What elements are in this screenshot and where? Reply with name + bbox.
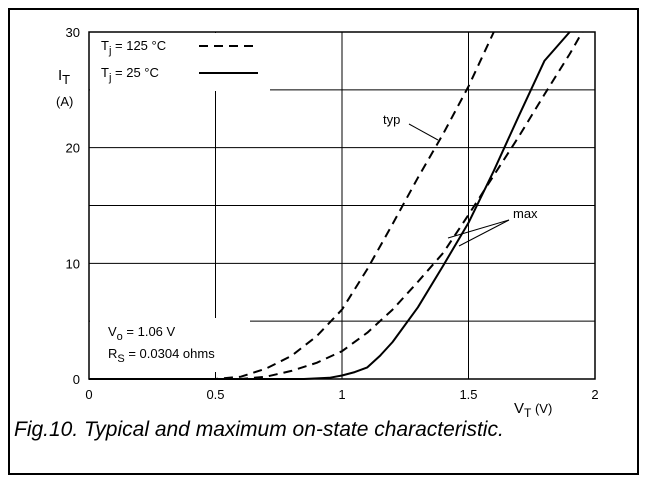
max-pointer-dashed bbox=[447, 219, 510, 239]
series-line bbox=[89, 31, 584, 380]
legend-label: Tj = 125 °C bbox=[101, 38, 166, 57]
figure-caption: Fig.10. Typical and maximum on-state cha… bbox=[14, 418, 504, 441]
typ-pointer bbox=[408, 123, 439, 141]
legend-label: Tj = 25 °C bbox=[101, 65, 159, 84]
y-tick-label: 0 bbox=[73, 372, 80, 387]
x-tick-label: 1 bbox=[338, 387, 345, 402]
figure-frame bbox=[8, 8, 639, 475]
x-tick-label: 1.5 bbox=[459, 387, 477, 402]
x-tick-label: 0.5 bbox=[206, 387, 224, 402]
y-axis-unit: (A) bbox=[56, 94, 73, 109]
legend-box bbox=[90, 33, 270, 91]
series-line bbox=[89, 31, 495, 380]
parameters-box bbox=[90, 318, 250, 372]
max-annotation: max bbox=[513, 206, 538, 221]
max-pointer-solid bbox=[458, 219, 510, 247]
max-label-backing bbox=[509, 206, 543, 222]
typ-annotation: typ bbox=[383, 112, 400, 127]
plot-area-border bbox=[88, 31, 596, 380]
y-tick-label: 10 bbox=[66, 256, 80, 271]
y-tick-label: 20 bbox=[66, 141, 80, 156]
x-tick-label: 2 bbox=[591, 387, 598, 402]
x-tick-label: 0 bbox=[85, 387, 92, 402]
overlay-group: Tj = 125 °C Tj = 25 °C Vo = 1.06 V RS = 0.0… bbox=[90, 33, 543, 372]
x-axis-label: VT (V) bbox=[514, 400, 552, 420]
y-tick-label: 30 bbox=[66, 25, 80, 40]
parameter-vo: Vo = 1.06 V bbox=[108, 324, 176, 343]
typ-label-backing bbox=[380, 112, 410, 128]
series-line bbox=[89, 31, 571, 380]
y-axis-label: IT bbox=[58, 67, 70, 87]
parameter-rs: RS = 0.0304 ohms bbox=[108, 346, 215, 365]
series-group bbox=[89, 31, 584, 380]
